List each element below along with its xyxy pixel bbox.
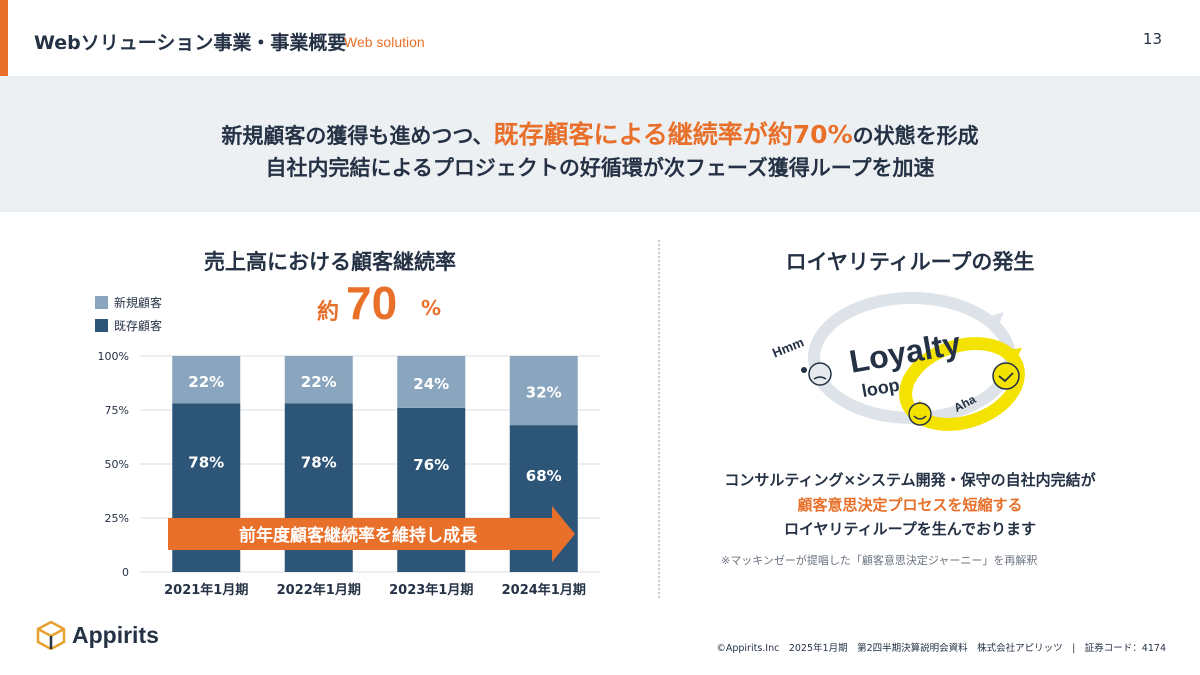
y-tick-label: 50% bbox=[105, 458, 129, 471]
approx-value: 70 bbox=[346, 277, 398, 329]
bar-label-new: 24% bbox=[413, 375, 449, 393]
bar-new bbox=[284, 356, 353, 404]
headline-highlight: 既存顧客による継続率が約70% bbox=[493, 120, 853, 149]
happy-mouth bbox=[913, 415, 927, 420]
legend-item-existing: 既存顧客 bbox=[95, 317, 162, 334]
hmm-label: Hmm bbox=[770, 334, 806, 360]
loyalty-text-1: コンサルティング×システム開発・保守の自社内完結が bbox=[724, 471, 1096, 489]
retention-approx: 約 70 % bbox=[300, 276, 470, 332]
loyalty-word: Loyalty bbox=[847, 325, 964, 380]
headline-band bbox=[0, 76, 1200, 212]
loyalty-footnote: ※マッキンゼーが提唱した「顧客意思決定ジャーニー」を再解釈 bbox=[721, 554, 1038, 567]
page-subtitle: Web solution bbox=[344, 34, 425, 50]
page-number: 13 bbox=[1142, 30, 1162, 48]
loop-arrowhead bbox=[984, 312, 1004, 332]
bar-new bbox=[397, 356, 466, 408]
bar-label-existing: 78% bbox=[301, 454, 337, 472]
page-title: Webソリューション事業・事業概要 bbox=[34, 32, 347, 54]
aha-arrowhead-right bbox=[1006, 348, 1022, 364]
legend-item-new: 新規顧客 bbox=[95, 294, 162, 311]
loyalty-text-3: ロイヤリティループを生んでおります bbox=[783, 520, 1036, 538]
growth-arrow bbox=[168, 506, 575, 562]
legend-label-new: 新規顧客 bbox=[114, 296, 163, 310]
chart-title: 売上高における顧客継続率 bbox=[204, 250, 456, 274]
handshake-icon bbox=[992, 362, 1020, 390]
dot-icon bbox=[801, 367, 807, 373]
header-accent-bar bbox=[0, 0, 8, 76]
bar-new bbox=[172, 356, 241, 404]
bar-label-new: 22% bbox=[301, 373, 337, 391]
bar-label-existing: 68% bbox=[526, 467, 562, 485]
cube-logo-icon bbox=[36, 620, 66, 650]
bar-label-existing: 76% bbox=[413, 456, 449, 474]
approx-prefix: 約 bbox=[317, 300, 340, 325]
legend-swatch-new bbox=[95, 296, 108, 309]
y-tick-label: 0 bbox=[122, 566, 129, 579]
legend-swatch-existing bbox=[95, 319, 108, 332]
x-tick-label: 2022年1月期 bbox=[277, 582, 361, 598]
loop-word: loop bbox=[860, 375, 901, 401]
growth-arrow-label: 前年度顧客継続率を維持し成長 bbox=[239, 525, 478, 546]
panel-divider bbox=[658, 240, 660, 598]
company-logo: Appirits bbox=[36, 620, 159, 650]
loyalty-text-2: 顧客意思決定プロセスを短縮する bbox=[797, 496, 1023, 514]
bar-label-existing: 78% bbox=[188, 454, 224, 472]
y-tick-label: 100% bbox=[98, 350, 129, 363]
y-tick-label: 75% bbox=[105, 404, 129, 417]
loyalty-loop-diagram: Hmm Loyalty loop Aha bbox=[770, 292, 1025, 431]
approx-unit: % bbox=[421, 296, 442, 320]
handshake-mark bbox=[998, 372, 1014, 383]
headline-pre: 新規顧客の獲得も進めつつ、 bbox=[221, 124, 494, 148]
x-tick-label: 2021年1月期 bbox=[164, 582, 248, 598]
bar-new bbox=[509, 356, 578, 426]
happy-face-icon bbox=[908, 402, 932, 426]
bar-label-new: 32% bbox=[526, 384, 562, 402]
headline-line-2: 自社内完結によるプロジェクトの好循環が次フェーズ獲得ループを加速 bbox=[265, 156, 935, 180]
headline-post: の状態を形成 bbox=[852, 124, 979, 148]
logo-text: Appirits bbox=[72, 621, 159, 648]
loyalty-title: ロイヤリティループの発生 bbox=[785, 250, 1035, 274]
y-tick-label: 25% bbox=[105, 512, 129, 525]
headline-line-1: 新規顧客の獲得も進めつつ、既存顧客による継続率が約70%の状態を形成 bbox=[0, 115, 1200, 151]
x-tick-label: 2023年1月期 bbox=[389, 582, 473, 598]
bar-label-new: 22% bbox=[188, 373, 224, 391]
footer-copyright: ©Appirits.Inc 2025年1月期 第2四半期決算説明会資料 株式会社… bbox=[716, 643, 1166, 654]
confused-mouth bbox=[813, 376, 827, 380]
aha-ring bbox=[899, 337, 1025, 431]
confused-face-icon bbox=[808, 362, 832, 386]
legend-label-existing: 既存顧客 bbox=[114, 319, 163, 333]
x-tick-label: 2024年1月期 bbox=[502, 582, 586, 598]
